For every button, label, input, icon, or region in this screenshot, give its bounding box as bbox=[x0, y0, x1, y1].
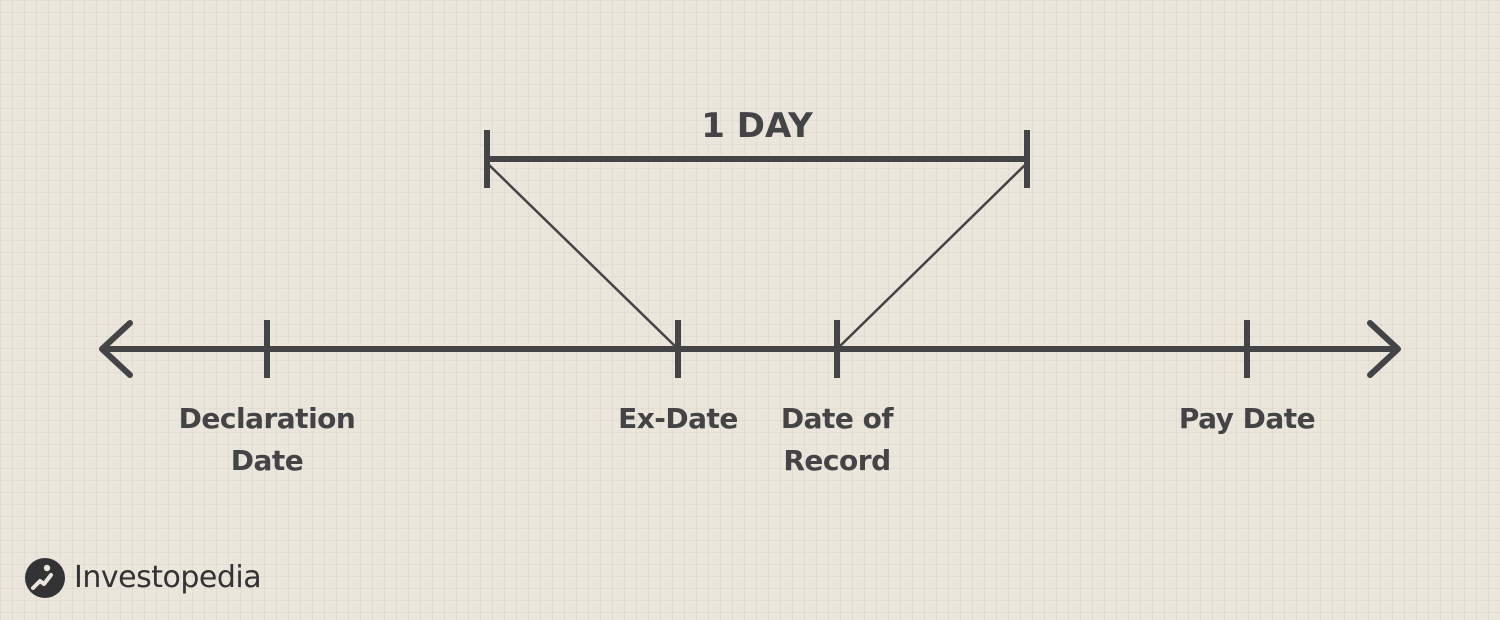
date-of-record-label: Date of Record bbox=[737, 398, 937, 482]
date-of-record-label-line1: Date of bbox=[780, 402, 894, 435]
brand-logo: Investopedia bbox=[24, 556, 262, 600]
timeline-right-arrowhead bbox=[1367, 320, 1401, 378]
pay-date-label-line1: Pay Date bbox=[1178, 402, 1316, 435]
connector-ex-date bbox=[486, 162, 679, 350]
pay-date-label: Pay Date bbox=[1147, 398, 1347, 440]
brand-name: Investopedia bbox=[74, 560, 262, 595]
declaration-date-label-line2: Date bbox=[230, 444, 304, 477]
date-of-record-label-line2: Record bbox=[783, 444, 891, 477]
timeline-left-arrowhead bbox=[99, 320, 133, 378]
declaration-date-label-line1: Declaration bbox=[178, 402, 356, 435]
ex-date-label: Ex-Date bbox=[578, 398, 778, 440]
interval-label: 1 DAY bbox=[701, 106, 813, 146]
investopedia-logo-icon bbox=[25, 558, 65, 598]
ex-date-label-line1: Ex-Date bbox=[618, 402, 738, 435]
connector-date-of-record bbox=[836, 162, 1028, 350]
declaration-date-label: Declaration Date bbox=[167, 398, 367, 482]
